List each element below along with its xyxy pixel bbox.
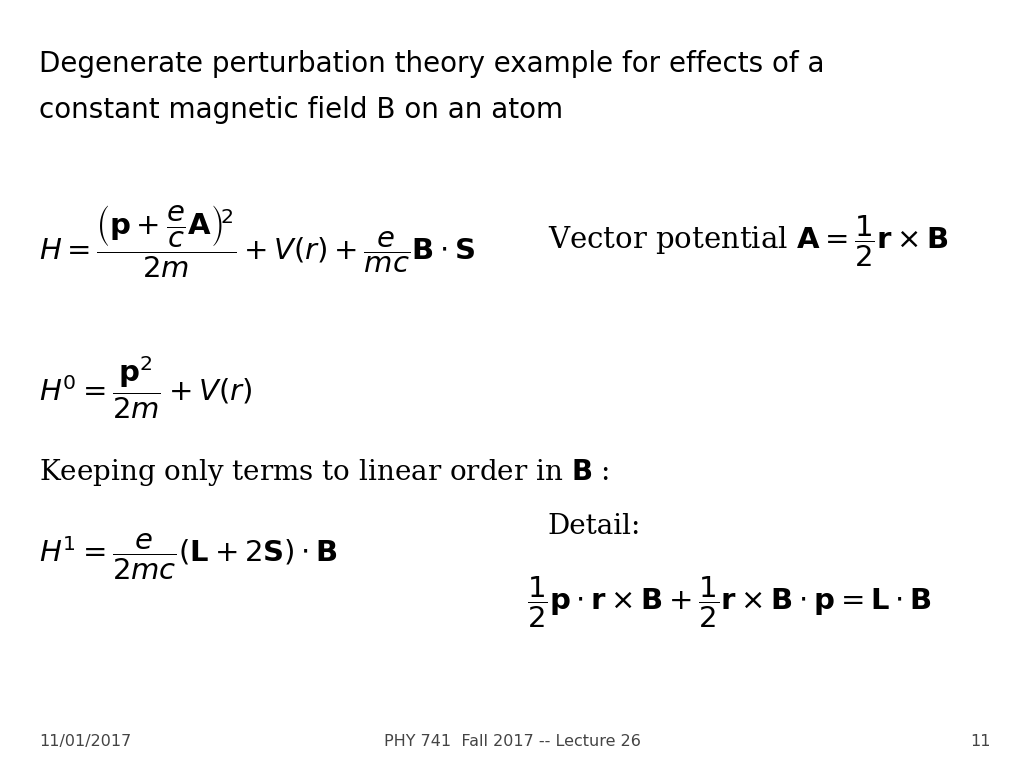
Text: constant magnetic field B on an atom: constant magnetic field B on an atom [39, 96, 563, 124]
Text: Detail:: Detail: [548, 512, 641, 540]
Text: Keeping only terms to linear order in $\mathbf{B}$ :: Keeping only terms to linear order in $\… [39, 457, 609, 488]
Text: PHY 741  Fall 2017 -- Lecture 26: PHY 741 Fall 2017 -- Lecture 26 [384, 733, 640, 749]
Text: $\dfrac{1}{2}\mathbf{p}\cdot\mathbf{r}\times\mathbf{B}+\dfrac{1}{2}\mathbf{r}\ti: $\dfrac{1}{2}\mathbf{p}\cdot\mathbf{r}\t… [527, 575, 932, 631]
Text: $H^{0} = \dfrac{\mathbf{p}^{2}}{2m}+V(r)$: $H^{0} = \dfrac{\mathbf{p}^{2}}{2m}+V(r)… [39, 355, 252, 421]
Text: 11/01/2017: 11/01/2017 [39, 733, 131, 749]
Text: $H = \dfrac{\left(\mathbf{p}+\dfrac{e}{c}\mathbf{A}\right)^{\!2}}{2m}+V(r)+\dfra: $H = \dfrac{\left(\mathbf{p}+\dfrac{e}{c… [39, 204, 475, 280]
Text: Degenerate perturbation theory example for effects of a: Degenerate perturbation theory example f… [39, 50, 824, 78]
Text: 11: 11 [971, 733, 991, 749]
Text: Vector potential $\mathbf{A}=\dfrac{1}{2}\mathbf{r}\times\mathbf{B}$: Vector potential $\mathbf{A}=\dfrac{1}{2… [548, 214, 948, 270]
Text: $H^{1} = \dfrac{e}{2mc}\left(\mathbf{L}+2\mathbf{S}\right)\cdot\mathbf{B}$: $H^{1} = \dfrac{e}{2mc}\left(\mathbf{L}+… [39, 531, 338, 582]
